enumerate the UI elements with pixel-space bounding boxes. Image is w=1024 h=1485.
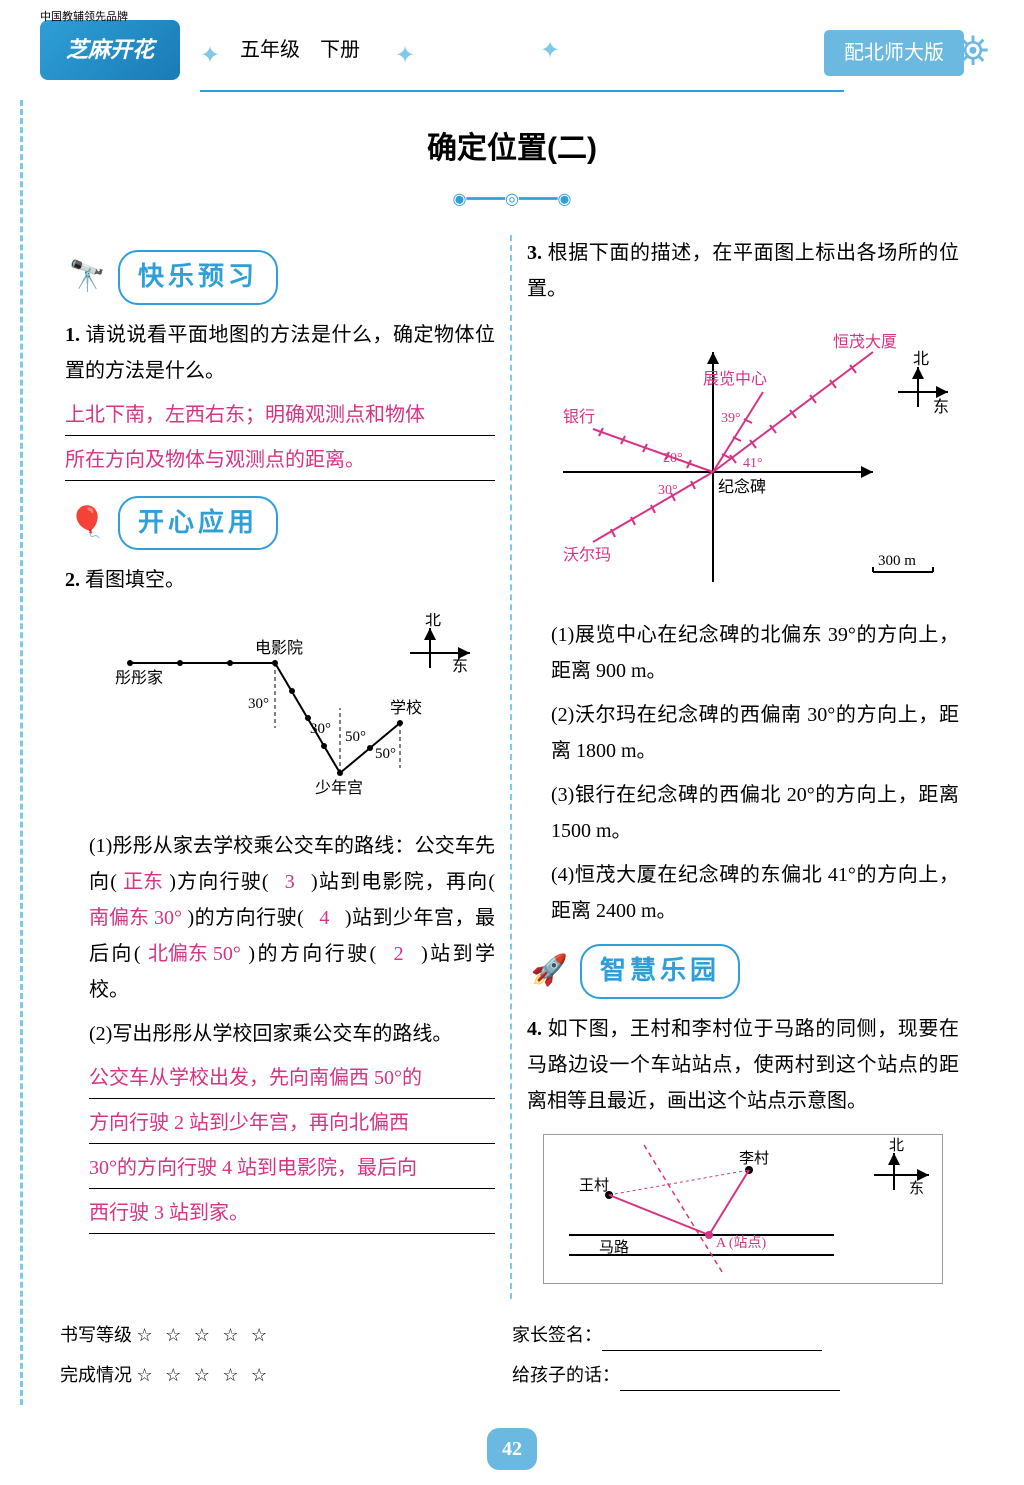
answer-blank: 2 xyxy=(384,936,414,972)
svg-text:东: 东 xyxy=(933,398,949,416)
answer-line: 上北下南，左西右东；明确观测点和物体 xyxy=(65,397,495,436)
section-header-apply: 🎈 开心应用 xyxy=(65,496,495,551)
q-number: 1. xyxy=(65,324,80,346)
brand-tagline: 中国教辅领先品牌 xyxy=(40,8,128,28)
section-header-preview: 🔭 快乐预习 xyxy=(65,250,495,305)
footer-left: 书写等级 ☆ ☆ ☆ ☆ ☆ 完成情况 ☆ ☆ ☆ ☆ ☆ xyxy=(60,1319,512,1400)
svg-text:北: 北 xyxy=(425,613,441,629)
left-border-decoration xyxy=(20,100,23,1405)
right-column: 3. 根据下面的描述，在平面图上标出各场所的位置。 北 东 纪念碑 银行 沃尔玛… xyxy=(512,235,974,1299)
balloon-icon: 🎈 xyxy=(65,500,110,545)
answer-blank: 正东 xyxy=(123,864,163,900)
page-number: 42 xyxy=(487,1428,537,1470)
star-rating: ☆ ☆ ☆ ☆ ☆ xyxy=(137,1325,272,1345)
page-title: 确定位置(二) xyxy=(0,122,1024,176)
svg-text:东: 东 xyxy=(452,657,468,675)
station-diagram: 北 东 马路 王村 李村 A (站点) xyxy=(543,1134,943,1284)
svg-text:41°: 41° xyxy=(743,456,763,471)
writing-label: 书写等级 xyxy=(60,1325,132,1345)
main-content: 🔭 快乐预习 1. 请说说看平面地图的方法是什么，确定物体位置的方法是什么。 上… xyxy=(0,235,1024,1299)
q-text: 根据下面的描述，在平面图上标出各场所的位置。 xyxy=(527,242,959,300)
section-title: 开心应用 xyxy=(118,496,278,551)
section-title: 快乐预习 xyxy=(118,250,278,305)
q2-part2-q: (2)写出彤彤从学校回家乘公交车的路线。 xyxy=(65,1016,495,1052)
svg-text:50°: 50° xyxy=(375,746,396,762)
svg-text:彤彤家: 彤彤家 xyxy=(115,669,163,687)
q-text: 如下图，王村和李村位于马路的同侧，现要在马路边设一个车站站点，使两村到这个站点的… xyxy=(527,1018,959,1112)
svg-text:学校: 学校 xyxy=(390,699,422,717)
telescope-icon: 🔭 xyxy=(65,255,110,300)
q-text: 请说说看平面地图的方法是什么，确定物体位置的方法是什么。 xyxy=(65,324,495,382)
answer-blank: 4 xyxy=(309,900,339,936)
svg-text:恒茂大厦: 恒茂大厦 xyxy=(833,333,897,351)
q-title: 看图填空。 xyxy=(85,569,185,591)
svg-text:30°: 30° xyxy=(310,721,331,737)
svg-text:银行: 银行 xyxy=(563,408,595,426)
page-header: 中国教辅领先品牌 芝麻开花 五年级 下册 配北师大版 xyxy=(0,0,1024,90)
q3-p2: (2)沃尔玛在纪念碑的西偏南 30°的方向上，距离 1800 m。 xyxy=(527,697,959,769)
message-label: 给孩子的话： xyxy=(512,1365,620,1385)
question-1: 1. 请说说看平面地图的方法是什么，确定物体位置的方法是什么。 xyxy=(65,317,495,389)
q2-part1: (1)彤彤从家去学校乘公交车的路线：公交车先向( 正东 )方向行驶( 3 )站到… xyxy=(65,828,495,1008)
svg-text:20°: 20° xyxy=(663,451,683,466)
svg-text:展览中心: 展览中心 xyxy=(703,370,767,388)
svg-text:北: 北 xyxy=(889,1137,904,1154)
left-column: 🔭 快乐预习 1. 请说说看平面地图的方法是什么，确定物体位置的方法是什么。 上… xyxy=(50,235,512,1299)
question-4: 4. 如下图，王村和李村位于马路的同侧，现要在马路边设一个车站站点，使两村到这个… xyxy=(527,1011,959,1119)
q2-part2-ans: 公交车从学校出发，先向南偏西 50°的 方向行驶 2 站到少年宫，再向北偏西 3… xyxy=(65,1060,495,1234)
parent-sig-label: 家长签名： xyxy=(512,1325,602,1345)
answer-blank: 北偏东 50° xyxy=(148,936,241,972)
logo: 芝麻开花 xyxy=(40,20,180,80)
svg-text:马路: 马路 xyxy=(599,1239,629,1256)
title-decoration: ◉━━━━◎━━━━◉ xyxy=(0,186,1024,215)
message-line[interactable] xyxy=(620,1390,840,1391)
svg-text:30°: 30° xyxy=(248,696,269,712)
footer-right: 家长签名： 给孩子的话： xyxy=(512,1319,964,1400)
question-3: 3. 根据下面的描述，在平面图上标出各场所的位置。 xyxy=(527,235,959,307)
svg-text:东: 东 xyxy=(909,1180,924,1197)
section-header-wisdom: 🚀 智慧乐园 xyxy=(527,944,959,999)
svg-text:300 m: 300 m xyxy=(878,553,916,569)
grade-label: 五年级 下册 xyxy=(240,32,360,68)
q3-p3: (3)银行在纪念碑的西偏北 20°的方向上，距离 1500 m。 xyxy=(527,777,959,849)
svg-text:30°: 30° xyxy=(658,483,678,498)
header-rule xyxy=(200,90,844,92)
signature-line[interactable] xyxy=(602,1350,822,1351)
svg-text:A (站点): A (站点) xyxy=(716,1235,766,1251)
svg-text:沃尔玛: 沃尔玛 xyxy=(563,546,611,564)
svg-text:电影院: 电影院 xyxy=(255,639,303,657)
svg-text:50°: 50° xyxy=(345,729,366,745)
svg-text:纪念碑: 纪念碑 xyxy=(718,477,766,496)
route-diagram: 北 东 彤彤家 电影院 少年宫 学校 30° 30° 50° 50° xyxy=(80,613,480,813)
map-diagram: 北 东 纪念碑 银行 沃尔玛 展览中心 恒茂大厦 20° 30° 39° 41°… xyxy=(533,322,953,602)
q-number: 4. xyxy=(527,1018,542,1040)
star-rating: ☆ ☆ ☆ ☆ ☆ xyxy=(137,1365,272,1385)
completion-label: 完成情况 xyxy=(60,1365,132,1385)
answer-blank: 南偏东 30° xyxy=(89,900,182,936)
page-footer: 书写等级 ☆ ☆ ☆ ☆ ☆ 完成情况 ☆ ☆ ☆ ☆ ☆ 家长签名： 给孩子的… xyxy=(0,1299,1024,1420)
svg-text:李村: 李村 xyxy=(739,1150,769,1167)
answer-blank: 3 xyxy=(275,864,305,900)
question-2: 2. 看图填空。 xyxy=(65,562,495,598)
q-number: 2. xyxy=(65,569,80,591)
svg-text:北: 北 xyxy=(913,350,929,368)
q3-p4: (4)恒茂大厦在纪念碑的东偏北 41°的方向上，距离 2400 m。 xyxy=(527,857,959,929)
svg-text:39°: 39° xyxy=(721,411,741,426)
q-number: 3. xyxy=(527,242,542,264)
section-title: 智慧乐园 xyxy=(580,944,740,999)
svg-text:王村: 王村 xyxy=(579,1177,609,1194)
answer-line: 所在方向及物体与观测点的距离。 xyxy=(65,442,495,481)
rocket-icon: 🚀 xyxy=(527,949,572,994)
q3-p1: (1)展览中心在纪念碑的北偏东 39°的方向上，距离 900 m。 xyxy=(527,617,959,689)
version-badge: 配北师大版 xyxy=(824,30,964,76)
svg-text:少年宫: 少年宫 xyxy=(315,779,363,797)
